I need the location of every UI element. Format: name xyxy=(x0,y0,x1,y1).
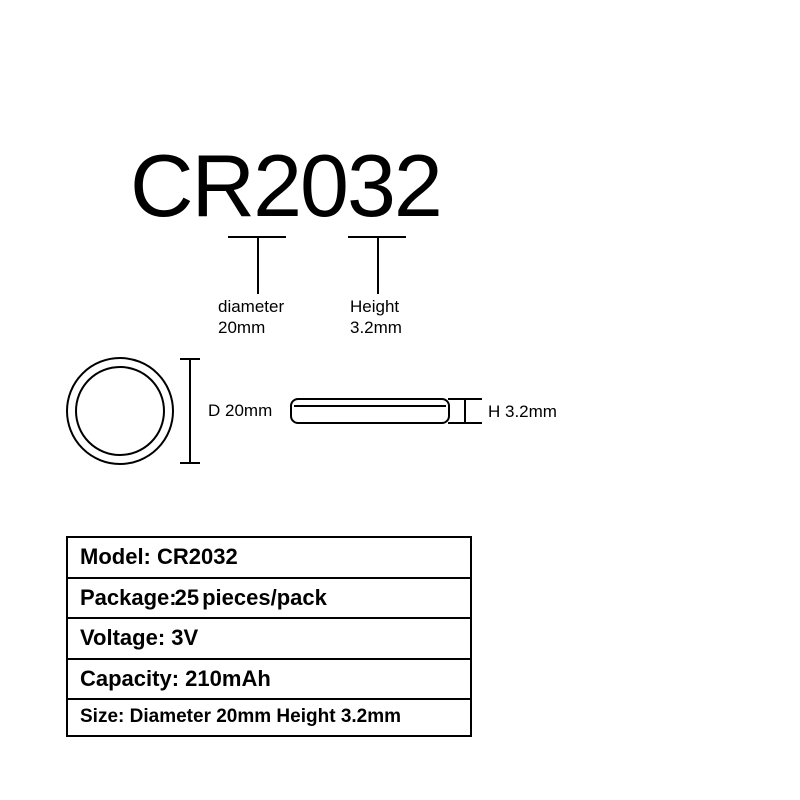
spec-capacity-value: 210mAh xyxy=(185,666,271,691)
callout-height-value: 3.2mm xyxy=(350,317,402,338)
spec-package-qty: 25 xyxy=(175,585,199,610)
height-dimension-label: H 3.2mm xyxy=(488,402,557,422)
product-title: CR2032 xyxy=(130,135,441,237)
battery-top-view xyxy=(65,356,175,466)
callout-diameter-label: diameter xyxy=(218,296,284,317)
diameter-dimension-bracket xyxy=(180,358,200,464)
height-dimension-bracket xyxy=(448,398,482,424)
spec-voltage-value: 3V xyxy=(171,625,198,650)
spec-table: Model: CR2032 Package:25pieces/pack Volt… xyxy=(66,536,472,737)
spec-voltage-label: Voltage: xyxy=(80,625,165,650)
spec-size-value: Diameter 20mm Height 3.2mm xyxy=(130,706,401,727)
callout-height-label: Height xyxy=(350,296,402,317)
spec-package-suffix: pieces/pack xyxy=(202,585,327,610)
spec-row-size: Size: Diameter 20mm Height 3.2mm xyxy=(68,700,470,735)
spec-capacity-label: Capacity: xyxy=(80,666,179,691)
spec-size-label: Size: xyxy=(80,706,124,727)
callout-diameter-value: 20mm xyxy=(218,317,284,338)
spec-row-capacity: Capacity: 210mAh xyxy=(68,660,470,701)
spec-model-value: CR2032 xyxy=(157,544,238,569)
callout-diameter: diameter 20mm xyxy=(218,296,284,339)
callout-line-diameter xyxy=(257,236,259,294)
spec-row-model: Model: CR2032 xyxy=(68,538,470,579)
callout-line-height xyxy=(377,236,379,294)
spec-model-label: Model: xyxy=(80,544,151,569)
callout-height: Height 3.2mm xyxy=(350,296,402,339)
spec-row-package: Package:25pieces/pack xyxy=(68,579,470,620)
diameter-dimension-label: D 20mm xyxy=(208,401,272,421)
spec-row-voltage: Voltage: 3V xyxy=(68,619,470,660)
spec-package-label: Package: xyxy=(80,585,177,610)
battery-side-view xyxy=(290,398,450,424)
